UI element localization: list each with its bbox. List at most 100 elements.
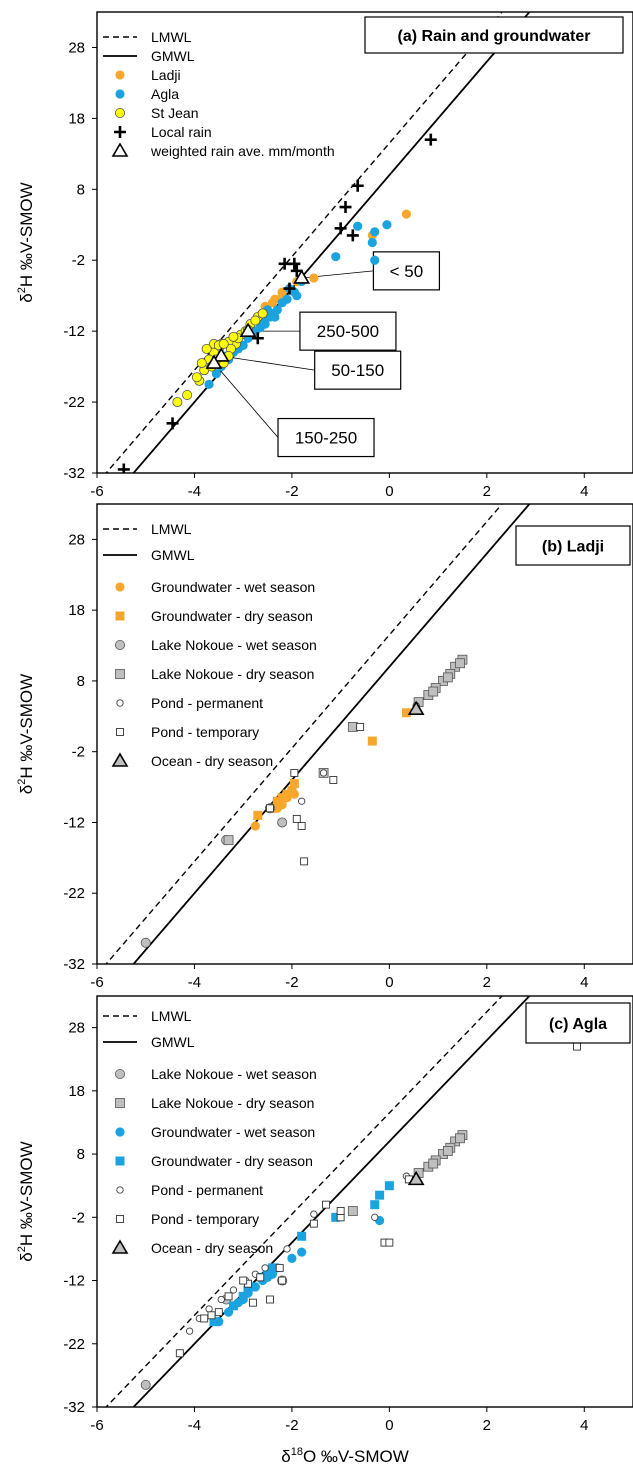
point-ocean-dry-season — [407, 700, 425, 716]
legend-local-rain-label: Local rain — [151, 124, 212, 140]
point-pond-temporary — [300, 857, 309, 866]
point-pond-temporary — [248, 1298, 257, 1307]
legend: LMWL GMWL Lake Nokoue - wet season Lake Nok… — [103, 1008, 317, 1256]
point-agla — [382, 220, 392, 230]
point-pond-permanent — [371, 1213, 379, 1221]
point-agla — [331, 252, 341, 262]
y-axis-label-sup: 2 — [16, 1246, 28, 1252]
y-axis-label-delta: δ — [17, 293, 36, 302]
legend-lmwl-label: LMWL — [151, 1008, 192, 1024]
point-pond-temporary — [336, 1207, 345, 1215]
legend-ladji-label: Ladji — [151, 67, 181, 83]
water-lines — [105, 504, 531, 964]
legend-pond-temporary-swatch — [116, 1215, 124, 1223]
y-tick-label: 8 — [77, 181, 85, 198]
point-pond-temporary — [214, 1308, 223, 1317]
x-axis-label-rest: O ‰V-SMOW — [303, 1447, 409, 1466]
point-pond-temporary — [266, 1295, 274, 1304]
point-pond-temporary — [256, 1273, 265, 1282]
x-tick-label: -2 — [285, 483, 298, 500]
point-pond-temporary — [309, 1219, 318, 1228]
point-st-jean — [218, 338, 229, 349]
point-groundwater-wet-season — [297, 1247, 307, 1257]
x-tick-label: 4 — [580, 483, 588, 500]
panel-title: (c) Agla — [549, 1016, 607, 1033]
x-tick-label: -2 — [285, 974, 298, 991]
point-groundwater-dry-season — [401, 708, 411, 718]
point-lake-nokoue-wet-season — [140, 1379, 151, 1390]
legend: LMWL GMWL Groundwater - wet season Groundwa… — [103, 521, 317, 769]
annotation-leader — [213, 362, 279, 438]
legend-pond-permanent-label: Pond - permanent — [151, 695, 263, 711]
point-local-rain — [290, 264, 303, 277]
legend-ocean-dry-season-label: Ocean - dry season — [151, 753, 273, 769]
point-st-jean — [257, 308, 268, 319]
point-st-jean — [228, 331, 239, 342]
point-ladji — [309, 273, 319, 283]
panel-c: -32 -22 -12 -2 8 18 28 -6 -4 -2 0 2 4 LMWL GMWL Lake No… — [16, 995, 633, 1466]
point-local-rain — [251, 332, 264, 345]
y-tick-label: 28 — [68, 1020, 85, 1037]
legend-weighted-rain-ave-mm-month-label: weighted rain ave. mm/month — [150, 143, 335, 159]
annotation-box — [372, 251, 441, 291]
point-pond-temporary — [322, 1200, 330, 1209]
y-tick-label: 18 — [68, 1083, 85, 1100]
point-pond-temporary — [292, 814, 301, 823]
point-groundwater-dry-season — [272, 796, 282, 806]
water-lines — [105, 12, 531, 473]
point-st-jean — [182, 389, 193, 400]
point-lake-nokoue-dry-season — [455, 658, 465, 669]
y-axis-label: δ2H ‰V-SMOW — [16, 674, 36, 794]
x-tick-label: 0 — [385, 974, 393, 991]
point-groundwater-dry-season — [277, 793, 287, 803]
point-local-rain — [346, 229, 359, 242]
data-points — [140, 654, 468, 948]
point-lake-nokoue-dry-season — [442, 1146, 453, 1156]
point-pond-temporary — [573, 1042, 581, 1051]
panel-title-box — [364, 16, 624, 54]
y-axis-label: δ2H ‰V-SMOW — [16, 1141, 36, 1261]
legend-gmwl-label: GMWL — [151, 547, 195, 563]
panel-title: (b) Ladji — [542, 539, 604, 556]
y-tick-label: -12 — [63, 814, 85, 831]
annotation-label: 250-500 — [317, 322, 379, 341]
gmwl-line — [132, 504, 531, 964]
point-groundwater-dry-season — [263, 1269, 273, 1279]
point-local-rain — [424, 133, 437, 146]
point-pond-permanent — [185, 1327, 194, 1335]
y-axis-label-delta: δ — [17, 1252, 36, 1261]
legend-weighted-rain-ave-mm-month-swatch — [111, 142, 129, 157]
panel-title-box — [515, 525, 631, 566]
y-tick-label: -22 — [63, 1336, 85, 1353]
y-axis-label-sup: 2 — [16, 779, 28, 785]
annotation-box — [277, 417, 375, 458]
point-groundwater-dry-season — [253, 810, 263, 820]
point-agla — [204, 379, 214, 389]
water-lines — [105, 996, 531, 1407]
y-tick-label: 8 — [77, 673, 85, 690]
series-pond-temporary — [175, 1042, 581, 1358]
point-groundwater-dry-season — [228, 1301, 238, 1311]
point-groundwater-dry-season — [370, 1200, 380, 1210]
y-tick-label: -12 — [63, 1273, 85, 1290]
x-tick-label: 0 — [385, 1417, 393, 1434]
y-tick-label: -22 — [63, 885, 85, 902]
y-tick-label: 28 — [68, 39, 85, 56]
point-pond-temporary — [385, 1238, 394, 1247]
point-groundwater-dry-season — [282, 789, 292, 799]
y-axis-label-rest: H ‰V-SMOW — [17, 674, 36, 779]
point-groundwater-dry-season — [375, 1190, 385, 1200]
series-groundwater-dry-season — [209, 1181, 394, 1327]
point-agla — [367, 237, 377, 248]
legend-groundwater-dry-season-swatch — [115, 611, 125, 621]
point-pond-temporary — [275, 1263, 284, 1272]
point-pond-temporary — [290, 768, 299, 777]
legend-gmwl-label: GMWL — [151, 48, 195, 64]
series-pond-temporary — [266, 722, 365, 866]
annotation-box — [314, 350, 402, 390]
point-pond-permanent — [261, 1264, 269, 1272]
point-pond-temporary — [175, 1349, 184, 1358]
x-axis-label-sup: 18 — [291, 1446, 303, 1458]
legend-lake-nokoue-dry-season-label: Lake Nokoue - dry season — [151, 666, 314, 682]
x-tick-label: -6 — [90, 974, 103, 991]
